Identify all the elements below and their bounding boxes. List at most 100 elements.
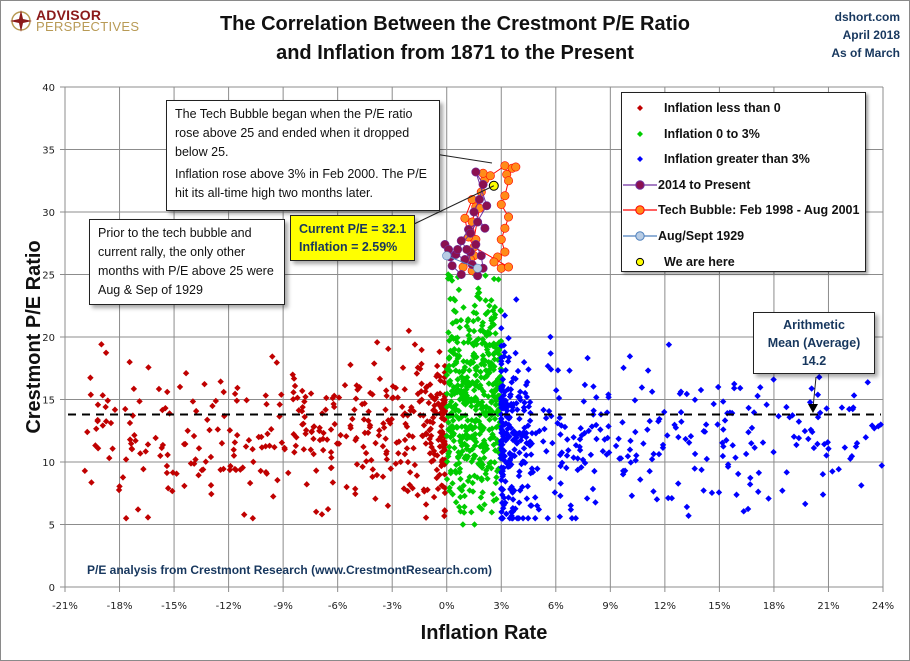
point-inflation-0-to-3 bbox=[475, 383, 483, 391]
point-inflation-less-than-0 bbox=[243, 397, 250, 404]
point-inflation-0-to-3 bbox=[492, 344, 499, 352]
point-inflation-less-than-0 bbox=[369, 466, 377, 473]
point-inflation-less-than-0 bbox=[140, 465, 147, 473]
mean-value: 14.2 bbox=[801, 354, 827, 368]
point-inflation-less-than-0 bbox=[87, 374, 94, 381]
point-inflation-less-than-0 bbox=[383, 448, 390, 455]
point-inflation-greater-than-3 bbox=[632, 457, 639, 464]
point-inflation-less-than-0 bbox=[418, 380, 425, 387]
point-inflation-0-to-3 bbox=[460, 358, 467, 365]
point-inflation-less-than-0 bbox=[333, 440, 341, 447]
point-inflation-greater-than-3 bbox=[568, 515, 576, 522]
x-tick-label: 6% bbox=[548, 601, 564, 612]
legend-item: 2014 to Present bbox=[622, 175, 862, 195]
point-inflation-greater-than-3 bbox=[512, 505, 519, 512]
point-inflation-less-than-0 bbox=[262, 392, 269, 399]
point-inflation-greater-than-3 bbox=[664, 432, 671, 439]
point-inflation-greater-than-3 bbox=[533, 502, 541, 509]
point-inflation-less-than-0 bbox=[331, 420, 338, 428]
point-inflation-less-than-0 bbox=[426, 418, 434, 425]
point-inflation-greater-than-3 bbox=[527, 451, 535, 458]
point-inflation-less-than-0 bbox=[249, 515, 257, 522]
point-inflation-greater-than-3 bbox=[561, 423, 569, 431]
point-inflation-0-to-3 bbox=[490, 497, 497, 504]
point-inflation-greater-than-3 bbox=[526, 398, 534, 406]
point-inflation-0-to-3 bbox=[451, 297, 459, 304]
point-inflation-greater-than-3 bbox=[732, 454, 739, 461]
series-point-aug-sept-1929 bbox=[473, 263, 483, 273]
point-inflation-less-than-0 bbox=[351, 406, 358, 413]
point-inflation-greater-than-3 bbox=[498, 395, 505, 402]
point-inflation-less-than-0 bbox=[166, 410, 173, 417]
point-inflation-greater-than-3 bbox=[708, 489, 716, 497]
point-inflation-greater-than-3 bbox=[697, 386, 705, 394]
point-inflation-0-to-3 bbox=[463, 435, 471, 442]
point-inflation-0-to-3 bbox=[463, 374, 471, 381]
tech-note-paragraph-1: The Tech Bubble began when the P/E ratio… bbox=[175, 107, 413, 159]
point-inflation-greater-than-3 bbox=[566, 367, 573, 374]
point-inflation-0-to-3 bbox=[448, 398, 455, 405]
logo-line2: PERSPECTIVES bbox=[36, 19, 140, 34]
point-inflation-greater-than-3 bbox=[746, 481, 754, 488]
point-inflation-less-than-0 bbox=[438, 458, 446, 466]
point-inflation-greater-than-3 bbox=[498, 354, 505, 362]
x-tick-label: 12% bbox=[654, 601, 676, 612]
point-inflation-0-to-3 bbox=[472, 394, 479, 401]
point-inflation-0-to-3 bbox=[472, 431, 479, 438]
point-inflation-greater-than-3 bbox=[816, 409, 824, 417]
point-inflation-greater-than-3 bbox=[672, 424, 680, 431]
point-inflation-greater-than-3 bbox=[853, 440, 861, 447]
point-inflation-0-to-3 bbox=[491, 415, 499, 423]
point-inflation-0-to-3 bbox=[486, 341, 493, 349]
point-inflation-greater-than-3 bbox=[511, 487, 518, 494]
point-inflation-less-than-0 bbox=[420, 422, 428, 429]
current-inflation-value: Inflation = 2.59% bbox=[299, 240, 398, 254]
point-inflation-0-to-3 bbox=[482, 272, 489, 279]
point-inflation-less-than-0 bbox=[137, 450, 144, 457]
point-inflation-less-than-0 bbox=[402, 420, 409, 428]
point-inflation-less-than-0 bbox=[328, 454, 335, 461]
point-inflation-greater-than-3 bbox=[507, 455, 514, 463]
point-inflation-greater-than-3 bbox=[597, 426, 604, 433]
point-inflation-greater-than-3 bbox=[512, 375, 519, 383]
point-inflation-greater-than-3 bbox=[648, 456, 656, 463]
point-inflation-greater-than-3 bbox=[593, 394, 600, 401]
point-inflation-less-than-0 bbox=[84, 428, 91, 436]
point-inflation-greater-than-3 bbox=[638, 384, 646, 391]
point-inflation-0-to-3 bbox=[485, 351, 493, 358]
point-inflation-greater-than-3 bbox=[858, 482, 865, 489]
point-inflation-greater-than-3 bbox=[503, 510, 510, 518]
point-inflation-less-than-0 bbox=[245, 436, 253, 444]
point-inflation-less-than-0 bbox=[94, 401, 102, 408]
tech-bubble-note: The Tech Bubble began when the P/E ratio… bbox=[166, 100, 440, 211]
point-inflation-less-than-0 bbox=[264, 430, 271, 438]
point-inflation-less-than-0 bbox=[87, 391, 95, 398]
point-inflation-greater-than-3 bbox=[786, 414, 793, 421]
point-inflation-less-than-0 bbox=[341, 381, 349, 389]
point-inflation-less-than-0 bbox=[257, 467, 264, 475]
point-inflation-0-to-3 bbox=[460, 399, 468, 407]
point-inflation-less-than-0 bbox=[335, 394, 343, 401]
point-inflation-less-than-0 bbox=[435, 436, 442, 444]
point-inflation-less-than-0 bbox=[316, 436, 324, 444]
point-inflation-greater-than-3 bbox=[520, 404, 528, 411]
point-inflation-0-to-3 bbox=[461, 363, 469, 371]
point-inflation-greater-than-3 bbox=[814, 440, 821, 448]
point-inflation-less-than-0 bbox=[258, 433, 265, 441]
series-point-2014-to-present bbox=[447, 261, 457, 271]
point-inflation-0-to-3 bbox=[479, 340, 486, 347]
point-inflation-greater-than-3 bbox=[808, 385, 815, 392]
point-inflation-greater-than-3 bbox=[499, 491, 506, 499]
point-inflation-greater-than-3 bbox=[553, 387, 560, 394]
point-inflation-0-to-3 bbox=[445, 453, 452, 460]
point-inflation-0-to-3 bbox=[456, 368, 463, 376]
point-inflation-0-to-3 bbox=[478, 398, 486, 406]
point-inflation-greater-than-3 bbox=[691, 465, 698, 472]
point-inflation-greater-than-3 bbox=[742, 450, 750, 458]
point-inflation-greater-than-3 bbox=[755, 488, 762, 495]
point-inflation-less-than-0 bbox=[398, 403, 406, 410]
point-inflation-0-to-3 bbox=[479, 327, 486, 334]
point-inflation-less-than-0 bbox=[173, 470, 180, 477]
point-inflation-less-than-0 bbox=[266, 442, 273, 449]
series-point-2014-to-present bbox=[476, 251, 486, 261]
